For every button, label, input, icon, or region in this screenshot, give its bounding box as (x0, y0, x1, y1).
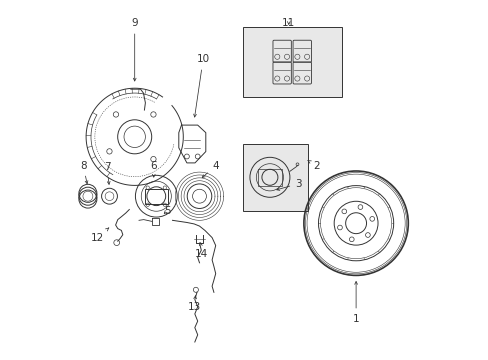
Text: 4: 4 (202, 161, 219, 177)
Text: 6: 6 (150, 161, 157, 177)
Text: 8: 8 (80, 161, 88, 184)
Text: 11: 11 (282, 18, 295, 28)
Bar (258, 169, 281, 186)
Text: 12: 12 (91, 228, 108, 243)
Text: 14: 14 (194, 243, 207, 259)
Text: 2: 2 (307, 161, 319, 171)
Text: 3: 3 (276, 179, 301, 190)
Text: 1: 1 (352, 282, 359, 324)
Bar (242, 27, 341, 97)
Text: 9: 9 (131, 18, 138, 81)
Text: 5: 5 (163, 206, 170, 216)
Bar (144, 189, 167, 203)
Text: 13: 13 (187, 296, 200, 312)
Text: 7: 7 (103, 162, 110, 184)
Text: 10: 10 (193, 54, 209, 117)
Bar (242, 144, 307, 211)
